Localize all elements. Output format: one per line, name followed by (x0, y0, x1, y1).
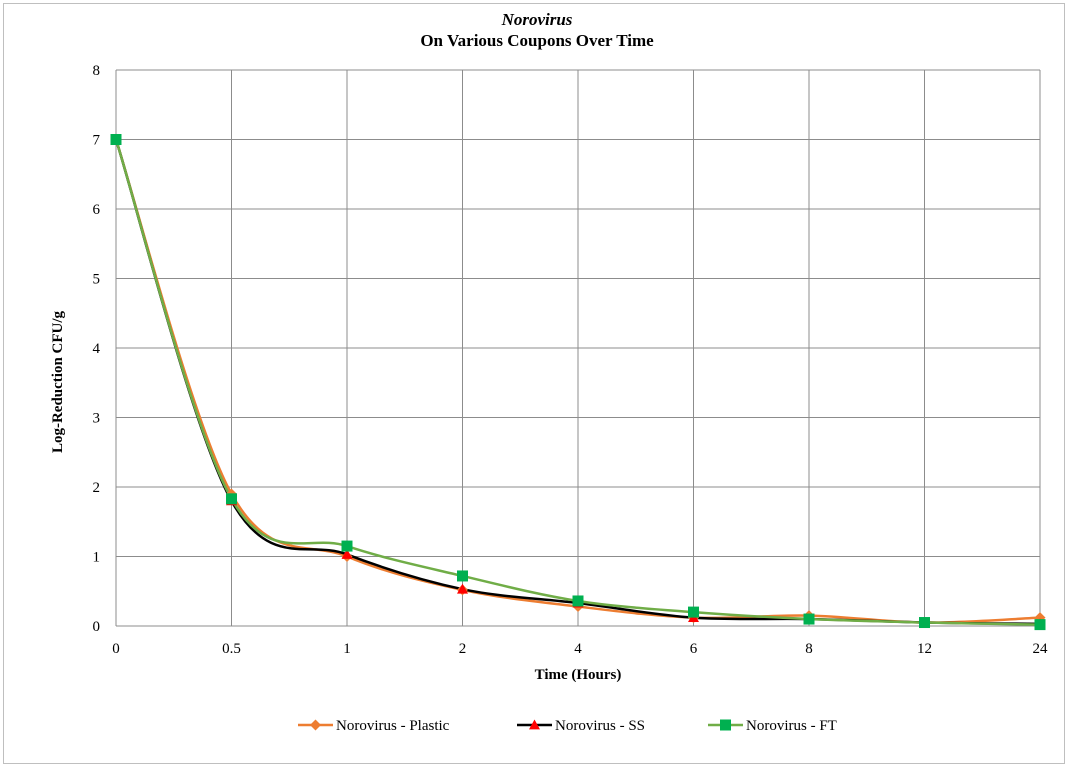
legend-label: Norovirus - FT (746, 718, 837, 734)
legend-item-norovirus-plastic: Norovirus - Plastic (298, 718, 450, 734)
series-line-norovirus-ft (114, 139, 1041, 626)
legend-label: Norovirus - Plastic (336, 718, 450, 734)
y-tick-label: 5 (93, 272, 101, 288)
data-point-norovirus-ft (919, 617, 930, 629)
data-point-norovirus-ss (457, 583, 468, 594)
data-point-norovirus-ss (341, 548, 353, 559)
x-tick-label: 0.5 (222, 641, 241, 657)
data-point-norovirus-ft (226, 493, 237, 505)
x-tick-label: 24 (1033, 641, 1049, 657)
y-axis-label: Log-Reduction CFU/g (50, 310, 66, 453)
x-tick-label: 1 (343, 641, 351, 657)
data-point-norovirus-ft (457, 570, 468, 582)
data-point-norovirus-ft (688, 606, 699, 618)
x-tick-label: 6 (690, 641, 698, 657)
y-tick-labels: 0 1 2 3 4 5 6 7 8 (93, 63, 101, 635)
legend-label: Norovirus - SS (555, 718, 645, 734)
gridlines (115, 69, 1041, 627)
legend-swatch-marker (529, 719, 540, 730)
legend-swatch-marker (720, 719, 731, 731)
legend-swatch-marker (310, 719, 321, 731)
y-tick-label: 3 (93, 411, 101, 427)
series-markers (110, 134, 1046, 631)
data-point-norovirus-ft (1034, 619, 1046, 631)
x-tick-label: 4 (574, 641, 582, 657)
x-tick-label: 0 (112, 641, 120, 657)
x-tick-labels: 0 0.5 1 2 4 6 8 12 24 (112, 641, 1048, 657)
legend-item-norovirus-ft: Norovirus - FT (708, 718, 837, 734)
y-tick-label: 4 (93, 341, 101, 357)
data-point-norovirus-ft (803, 613, 815, 625)
x-axis-label: Time (Hours) (535, 667, 622, 683)
x-tick-label: 12 (917, 641, 932, 657)
data-point-norovirus-ft (110, 134, 122, 145)
y-tick-label: 0 (93, 619, 101, 635)
chart-title-line1: Norovirus (501, 10, 573, 29)
data-point-norovirus-ft (341, 540, 353, 552)
y-tick-label: 2 (93, 480, 101, 496)
legend-item-norovirus-ss: Norovirus - SS (517, 718, 645, 734)
legend: Norovirus - Plastic Norovirus - SS Norovir… (298, 718, 837, 734)
y-tick-label: 1 (93, 550, 101, 566)
x-tick-label: 8 (805, 641, 813, 657)
y-tick-label: 8 (93, 63, 101, 79)
series-lines (114, 139, 1041, 626)
y-tick-label: 6 (93, 202, 101, 218)
data-point-norovirus-ft (572, 595, 584, 607)
y-tick-label: 7 (93, 133, 101, 149)
x-tick-label: 2 (459, 641, 467, 657)
chart-frame (3, 3, 1065, 764)
series-line-norovirus-plastic (114, 139, 1041, 624)
chart-title-line2: On Various Coupons Over Time (420, 31, 654, 50)
